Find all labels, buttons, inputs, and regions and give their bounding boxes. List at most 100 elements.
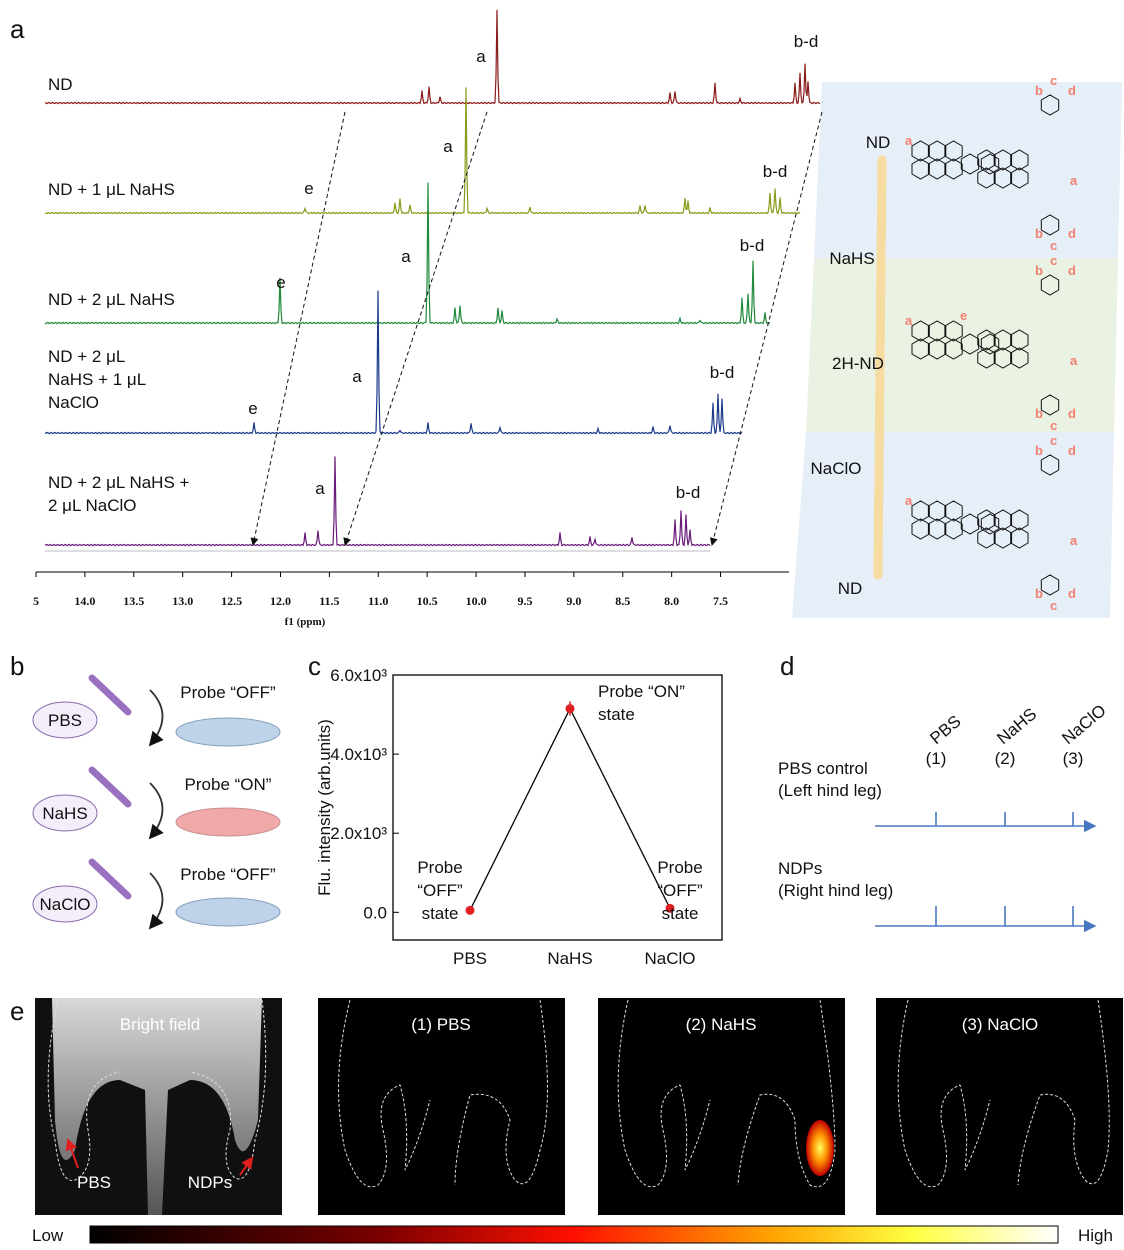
probe-state: Probe “OFF” xyxy=(180,683,276,702)
trace-name: NaHS + 1 μL xyxy=(48,370,146,389)
annotation: state xyxy=(422,904,459,923)
group: (Right hind leg) xyxy=(778,881,893,900)
atom-label: a xyxy=(905,313,913,328)
panel-b: PBS NaHS NaClO Probe “OFF” Probe “ON” Pr… xyxy=(33,678,280,928)
trace-name: ND xyxy=(48,75,73,94)
x-tick-label: 5 xyxy=(33,594,39,608)
annotation: state xyxy=(598,705,635,724)
atom-label: c xyxy=(1050,253,1057,268)
peak-label: a xyxy=(476,47,486,66)
colorbar-label: High xyxy=(1078,1226,1113,1245)
peak-label: b-d xyxy=(763,162,788,181)
atom-label: b xyxy=(1035,83,1043,98)
annotation: “OFF” xyxy=(417,881,463,900)
x-tick-label: NaHS xyxy=(547,949,592,968)
x-tick-label: 12.0 xyxy=(270,594,291,608)
annotation: state xyxy=(662,904,699,923)
signal xyxy=(806,1120,834,1176)
x-tick-label: 12.5 xyxy=(221,594,242,608)
y-axis-label: Flu. intensity (arb.units) xyxy=(315,719,334,896)
atom-label: d xyxy=(1068,586,1076,601)
shift-guide xyxy=(345,112,487,545)
trace-name: NaClO xyxy=(48,393,99,412)
panel-label: d xyxy=(780,651,794,681)
x-tick-label: 10.0 xyxy=(466,594,487,608)
marker-label: NDPs xyxy=(188,1173,232,1192)
y-tick-label: 2.0x10³ xyxy=(330,824,387,843)
x-tick-label: 9.0 xyxy=(566,594,581,608)
x-tick-label: 9.5 xyxy=(517,594,532,608)
trace-name: ND + 2 μL xyxy=(48,347,125,366)
peak-label: e xyxy=(248,399,257,418)
panel-label: c xyxy=(308,651,321,681)
atom-label: e xyxy=(960,308,967,323)
x-tick-label: 11.5 xyxy=(319,594,339,608)
atom-label: a xyxy=(1070,173,1078,188)
reagent: PBS xyxy=(48,711,82,730)
x-tick-label: 10.5 xyxy=(417,594,438,608)
trace-name: 2 μL NaClO xyxy=(48,496,137,515)
x-tick-label: 14.0 xyxy=(74,594,95,608)
nmr-trace xyxy=(45,10,820,104)
atom-label: a xyxy=(1070,533,1078,548)
peak-label: e xyxy=(276,273,285,292)
panel-label: b xyxy=(10,651,24,681)
peak-label: a xyxy=(401,247,411,266)
point xyxy=(466,906,475,915)
dish xyxy=(176,718,280,746)
atom-label: b xyxy=(1035,586,1043,601)
scheme-state: 2H-ND xyxy=(832,354,884,373)
atom-label: b xyxy=(1035,263,1043,278)
step: (3) xyxy=(1063,749,1084,768)
panel-label: a xyxy=(10,14,25,44)
x-tick-label: NaClO xyxy=(644,949,695,968)
image-title: (3) NaClO xyxy=(962,1015,1039,1034)
x-tick-label: 13.5 xyxy=(123,594,144,608)
nmr-trace xyxy=(45,291,742,434)
step: (2) xyxy=(995,749,1016,768)
peak-label: b-d xyxy=(710,363,735,382)
image-title: Bright field xyxy=(120,1015,200,1034)
panel-d: PBS NaHS NaClO (1) (2) (3) PBS control (… xyxy=(778,701,1110,926)
atom-label: a xyxy=(905,133,913,148)
figure: a b c d e ND NaHS 2H-ND NaClO ND aabcdbc… xyxy=(0,0,1124,1245)
line xyxy=(470,709,670,911)
trace-name: ND + 2 μL NaHS + xyxy=(48,473,190,492)
group: NDPs xyxy=(778,859,822,878)
colorbar xyxy=(90,1226,1058,1243)
image-title: (1) PBS xyxy=(411,1015,471,1034)
x-tick-label: 8.5 xyxy=(615,594,630,608)
x-tick-label: 8.0 xyxy=(664,594,679,608)
x-tick-label: 11.0 xyxy=(368,594,388,608)
peak-label: a xyxy=(315,479,325,498)
point xyxy=(566,704,575,713)
scheme-state: ND xyxy=(866,133,891,152)
marker-label: PBS xyxy=(77,1173,111,1192)
atom-label: d xyxy=(1068,226,1076,241)
trace-name: ND + 1 μL NaHS xyxy=(48,180,175,199)
atom-label: c xyxy=(1050,433,1057,448)
trace-name: ND + 2 μL NaHS xyxy=(48,290,175,309)
annotation: “OFF” xyxy=(657,881,703,900)
group: (Left hind leg) xyxy=(778,781,882,800)
atom-label: a xyxy=(905,493,913,508)
atom-label: b xyxy=(1035,443,1043,458)
scheme-state: NaClO xyxy=(810,459,861,478)
colorbar-label: Low xyxy=(32,1226,64,1245)
scheme-state: ND xyxy=(838,579,863,598)
reagent: NaHS xyxy=(42,804,87,823)
atom-label: a xyxy=(1070,353,1078,368)
atom-label: c xyxy=(1050,73,1057,88)
panel-label: e xyxy=(10,996,24,1026)
peak-label: b-d xyxy=(740,236,765,255)
atom-label: c xyxy=(1050,598,1057,613)
y-tick-label: 4.0x10³ xyxy=(330,745,387,764)
atom-label: b xyxy=(1035,226,1043,241)
scheme-state: NaHS xyxy=(829,249,874,268)
x-tick-label: 7.5 xyxy=(713,594,728,608)
dish xyxy=(176,898,280,926)
atom-label: d xyxy=(1068,443,1076,458)
atom-label: d xyxy=(1068,406,1076,421)
peak-label: a xyxy=(443,137,453,156)
step: (1) xyxy=(926,749,947,768)
